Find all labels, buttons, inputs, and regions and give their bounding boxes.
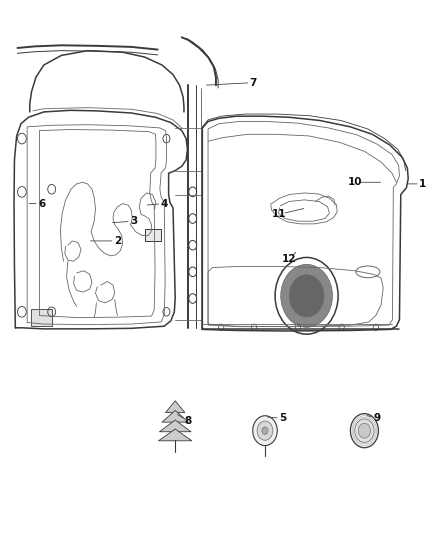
- Text: 4: 4: [161, 199, 168, 208]
- Bar: [31, 309, 52, 326]
- Bar: [145, 229, 161, 241]
- Polygon shape: [159, 429, 192, 441]
- Polygon shape: [162, 410, 188, 422]
- Text: 7: 7: [250, 78, 257, 87]
- Text: 9: 9: [373, 414, 380, 423]
- Text: 10: 10: [347, 177, 362, 187]
- Text: 5: 5: [279, 414, 286, 423]
- Polygon shape: [166, 401, 185, 413]
- Text: 8: 8: [185, 416, 192, 426]
- Circle shape: [355, 419, 374, 442]
- Text: 3: 3: [130, 216, 137, 226]
- Circle shape: [253, 416, 277, 446]
- Text: 6: 6: [38, 199, 45, 208]
- Text: 12: 12: [282, 254, 297, 263]
- Polygon shape: [159, 420, 191, 432]
- Circle shape: [350, 414, 378, 448]
- Circle shape: [257, 421, 273, 440]
- Circle shape: [281, 264, 332, 327]
- Text: 11: 11: [272, 209, 287, 219]
- Text: 2: 2: [114, 236, 121, 246]
- Circle shape: [289, 274, 324, 317]
- Circle shape: [358, 423, 371, 438]
- Circle shape: [262, 427, 268, 434]
- Text: 1: 1: [419, 179, 426, 189]
